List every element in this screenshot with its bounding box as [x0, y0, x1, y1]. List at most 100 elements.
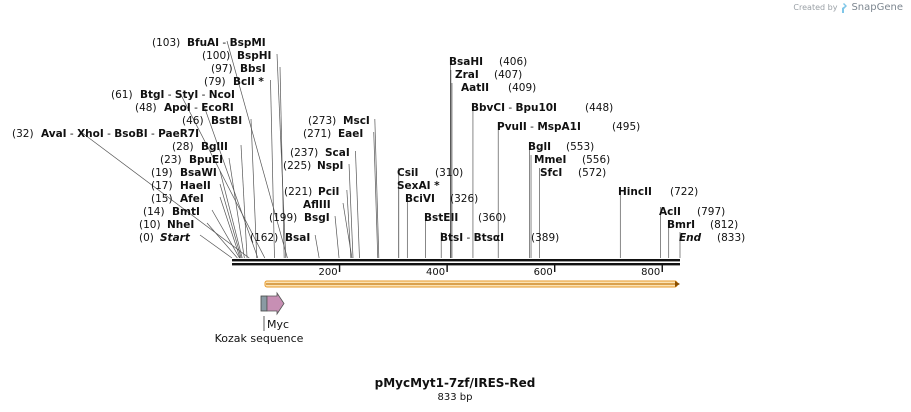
restriction-site[interactable]: (812) BmrI [667, 219, 738, 231]
tick-label: 400 [426, 267, 445, 278]
restriction-site[interactable]: (360) BstEII [424, 212, 506, 224]
site-position: (495) [612, 121, 640, 133]
restriction-site[interactable]: (572) SfcI [540, 167, 606, 179]
orf-bar[interactable] [264, 280, 680, 288]
cut-line [374, 118, 380, 259]
cut-line [334, 215, 340, 259]
restriction-site[interactable]: (17) HaeII [151, 180, 211, 192]
restriction-site[interactable]: (221) PciI [284, 186, 339, 198]
restriction-site[interactable]: (448) BbvCI - Bpu10I [471, 102, 613, 114]
restriction-site[interactable]: (100) BspHI [202, 50, 271, 62]
site-position: (360) [478, 212, 506, 224]
restriction-site[interactable]: (556) MmeI [534, 154, 610, 166]
site-name: ScaI [325, 147, 350, 159]
myc-label: Myc [267, 318, 289, 331]
restriction-site[interactable]: (310) CsiI [397, 167, 463, 179]
site-name: SexAI * [397, 180, 440, 192]
cut-line [373, 131, 379, 259]
site-name: BglI [528, 141, 551, 153]
kozak-feature[interactable] [260, 295, 268, 312]
site-position: (556) [582, 154, 610, 166]
ruler-ticks: 200 400 600 800 [318, 265, 663, 278]
restriction-site[interactable]: (406) BsaHI [449, 56, 527, 68]
plasmid-name: pMycMyt1-7zf/IRES-Red [375, 376, 536, 390]
site-position: (225) [283, 160, 311, 172]
site-position: (237) [290, 147, 318, 159]
site-position: (48) [135, 102, 157, 114]
site-name: PciI [318, 186, 339, 198]
restriction-site[interactable]: (79) BclI * [204, 76, 264, 88]
restriction-site[interactable]: (225) NspI [283, 160, 343, 172]
site-name: BmrI [667, 219, 695, 231]
restriction-site[interactable]: (389) BtsI - BtsαI [440, 232, 559, 244]
site-position: (97) [211, 63, 233, 75]
restriction-site[interactable]: (553) BglI [528, 141, 594, 153]
cut-lines [80, 40, 681, 259]
restriction-site[interactable]: (237) ScaI [290, 147, 350, 159]
site-position: (15) [151, 193, 173, 205]
restriction-site[interactable]: (326) BciVI [405, 193, 478, 205]
restriction-site[interactable]: (273) MscI [308, 115, 370, 127]
myc-feature[interactable] [266, 291, 285, 316]
site-name: BstBI [211, 115, 242, 127]
site-position: (199) [269, 212, 297, 224]
restriction-site[interactable]: (162) BsaI [250, 232, 310, 244]
restriction-site[interactable]: (10) NheI [139, 219, 194, 231]
restriction-site[interactable]: (97) BbsI [211, 63, 266, 75]
restriction-site[interactable]: (0) Start [139, 232, 191, 244]
plasmid-length: 833 bp [438, 392, 473, 403]
restriction-site[interactable]: (48) ApoI - EcoRI [135, 102, 234, 114]
restriction-site[interactable]: (28) BglII [172, 141, 228, 153]
cut-line [199, 234, 233, 259]
tick-label: 600 [534, 267, 553, 278]
site-name: CsiI [397, 167, 418, 179]
restriction-site[interactable]: SexAI * [397, 180, 440, 192]
restriction-site[interactable]: (495) PvuII - MspA1I [497, 121, 640, 133]
site-name: NspI [317, 160, 343, 172]
site-position: (797) [697, 206, 725, 218]
site-name: EaeI [338, 128, 363, 140]
site-name: BclI * [233, 76, 264, 88]
restriction-site[interactable]: (23) BpuEI [160, 154, 223, 166]
snapgene-credit: Created by SnapGene [793, 2, 903, 13]
site-position: (221) [284, 186, 312, 198]
site-labels: (0) Start(10) NheI(14) BmtI(15) AfeI (17) HaeI… [12, 37, 745, 244]
site-name: BfuAI - BspMI [187, 37, 266, 49]
restriction-site[interactable]: (271) EaeI [303, 128, 363, 140]
site-position: (389) [531, 232, 559, 244]
restriction-site[interactable]: (407) ZraI [455, 69, 522, 81]
restriction-site[interactable]: (833) End [679, 232, 745, 244]
site-position: (10) [139, 219, 161, 231]
cut-line [219, 196, 241, 259]
site-position: (326) [450, 193, 478, 205]
restriction-site[interactable]: (19) BsaWI [151, 167, 217, 179]
cut-line [270, 79, 275, 259]
restriction-site[interactable]: (46) BstBI [182, 115, 242, 127]
restriction-site[interactable]: (409) AatII [461, 82, 536, 94]
cut-line [226, 40, 288, 259]
site-name: BsaHI [449, 56, 483, 68]
site-name: BtgI - StyI - NcoI [140, 89, 235, 101]
site-name: SfcI [540, 167, 562, 179]
restriction-site[interactable]: AflIII [303, 199, 331, 211]
restriction-site[interactable]: (14) BmtI [143, 206, 200, 218]
site-name: BspHI [237, 50, 271, 62]
site-name: Start [160, 232, 191, 244]
site-position: (409) [508, 82, 536, 94]
cut-line [355, 150, 360, 259]
restriction-site[interactable]: (103) BfuAI - BspMI [152, 37, 266, 49]
restriction-site[interactable]: (199) BsgI [269, 212, 330, 224]
site-position: (448) [585, 102, 613, 114]
restriction-site[interactable]: (61) BtgI - StyI - NcoI [111, 89, 235, 101]
restriction-site[interactable]: (15) AfeI [151, 193, 204, 205]
restriction-site[interactable]: (722) HincII [618, 186, 698, 198]
site-name: ApoI - EcoRI [164, 102, 234, 114]
site-name: ZraI [455, 69, 479, 81]
restriction-site[interactable]: (797) AclI [659, 206, 725, 218]
site-name: MscI [343, 115, 370, 127]
site-name: HaeII [180, 180, 211, 192]
site-name: BbvCI - Bpu10I [471, 102, 557, 114]
site-position: (103) [152, 37, 180, 49]
cut-line [348, 163, 354, 259]
restriction-site[interactable]: (32) AvaI - XhoI - BsoBI - PaeR7I [12, 128, 199, 140]
